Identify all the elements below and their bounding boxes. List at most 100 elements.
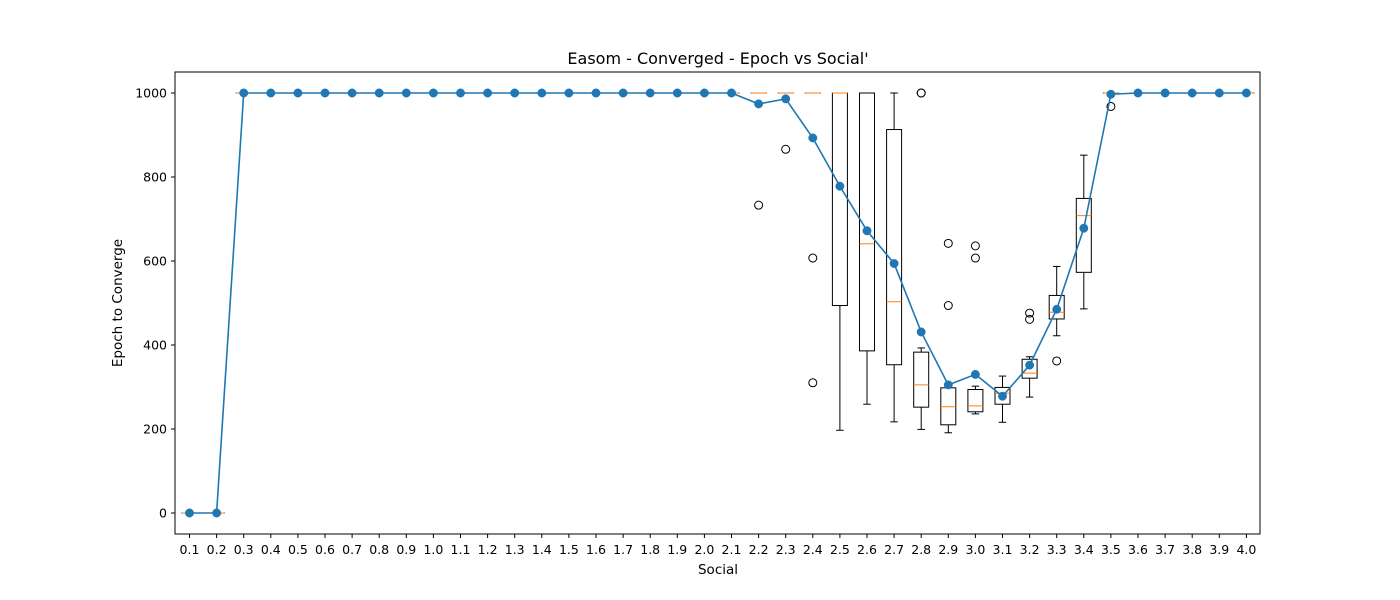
x-tick-label: 3.1 xyxy=(993,542,1013,557)
mean-marker xyxy=(185,508,194,518)
mean-marker xyxy=(347,88,357,98)
x-tick-label: 2.5 xyxy=(830,542,850,557)
box-flier xyxy=(943,301,953,311)
box-flier xyxy=(808,378,818,388)
x-tick-label: 3.8 xyxy=(1182,542,1202,557)
x-tick-label: 3.0 xyxy=(965,542,985,557)
y-tick-label: 200 xyxy=(143,422,167,437)
box-flier xyxy=(970,241,980,251)
box-iqr xyxy=(859,92,875,352)
mean-marker xyxy=(781,94,791,104)
box-flier xyxy=(916,88,926,98)
mean-marker xyxy=(862,226,872,236)
mean-marker xyxy=(239,88,249,98)
boxplot-2.6 xyxy=(859,92,875,405)
x-tick-label: 0.9 xyxy=(396,542,416,557)
box-flier xyxy=(781,144,791,154)
mean-marker xyxy=(320,88,330,98)
y-tick-label: 1000 xyxy=(135,86,167,101)
x-tick-label: 2.3 xyxy=(776,542,796,557)
mean-marker xyxy=(618,88,628,98)
x-tick-label: 2.1 xyxy=(722,542,742,557)
x-tick-label: 1.7 xyxy=(613,542,633,557)
box-flier xyxy=(1025,314,1035,324)
boxplot-2.8 xyxy=(913,88,930,430)
x-tick-label: 2.9 xyxy=(938,542,958,557)
box-iqr xyxy=(886,129,903,366)
mean-marker xyxy=(456,88,465,98)
mean-marker xyxy=(428,88,438,98)
mean-marker xyxy=(1160,88,1170,98)
x-tick-label: 3.7 xyxy=(1155,542,1175,557)
mean-marker xyxy=(1079,223,1089,233)
mean-marker xyxy=(1133,88,1143,98)
box-flier xyxy=(1106,101,1116,111)
box-iqr xyxy=(1021,358,1038,379)
x-tick-label: 4.0 xyxy=(1236,542,1256,557)
axes-frame xyxy=(174,71,1261,535)
mean-marker xyxy=(266,88,276,98)
mean-marker xyxy=(401,88,411,98)
x-tick-label: 1.5 xyxy=(559,542,579,557)
mean-marker xyxy=(645,88,655,98)
mean-marker xyxy=(727,88,736,98)
plot-area xyxy=(181,88,1255,518)
x-axis-label: Social xyxy=(698,562,738,578)
mean-marker xyxy=(374,88,384,98)
x-tick-label: 1.6 xyxy=(586,542,606,557)
box-iqr xyxy=(994,386,1011,405)
box-iqr xyxy=(913,351,930,408)
mean-marker xyxy=(699,88,709,98)
boxplot-2.4 xyxy=(804,92,821,388)
x-tick-label: 1.3 xyxy=(505,542,525,557)
x-tick-label: 2.7 xyxy=(884,542,904,557)
mean-line xyxy=(189,92,1247,514)
x-tick-label: 0.2 xyxy=(207,542,227,557)
x-tick-label: 2.2 xyxy=(749,542,769,557)
y-axis: 0 200 400 600 800 1000 xyxy=(135,86,175,521)
x-tick-label: 2.6 xyxy=(857,542,877,557)
x-axis: 0.1 0.2 0.3 0.4 0.5 0.6 0.7 0.8 0.9 1.0 1.1 1.2 1.3 1… xyxy=(180,534,1256,557)
mean-marker xyxy=(1241,88,1251,98)
x-tick-label: 0.3 xyxy=(234,542,254,557)
mean-marker xyxy=(754,99,764,109)
mean-marker xyxy=(591,88,601,98)
chart-title: Easom - Converged - Epoch vs Social' xyxy=(567,49,868,68)
mean-marker xyxy=(1187,88,1197,98)
x-tick-label: 1.2 xyxy=(478,542,498,557)
y-tick-label: 800 xyxy=(143,170,167,185)
box-iqr xyxy=(967,389,984,413)
mean-marker xyxy=(943,380,953,390)
x-tick-label: 3.4 xyxy=(1074,542,1094,557)
mean-marker xyxy=(889,259,899,268)
mean-marker xyxy=(564,88,574,98)
x-tick-label: 1.0 xyxy=(423,542,443,557)
mean-marker xyxy=(998,391,1007,401)
boxplot-3.2 xyxy=(1021,308,1038,398)
mean-marker xyxy=(293,88,303,98)
mean-marker xyxy=(1052,304,1062,314)
mean-marker xyxy=(510,88,520,98)
x-tick-label: 3.5 xyxy=(1101,542,1121,557)
mean-marker xyxy=(672,88,682,98)
box-flier xyxy=(970,253,980,263)
box-flier xyxy=(943,238,953,248)
mean-marker xyxy=(1025,360,1035,370)
x-tick-label: 2.8 xyxy=(911,542,931,557)
x-tick-label: 3.6 xyxy=(1128,542,1148,557)
x-tick-label: 0.4 xyxy=(261,542,281,557)
x-tick-label: 0.8 xyxy=(369,542,389,557)
mean-marker xyxy=(808,133,818,143)
y-tick-label: 600 xyxy=(143,254,167,269)
box-iqr xyxy=(1075,197,1092,273)
boxplot-2.7 xyxy=(886,92,903,423)
x-tick-label: 2.0 xyxy=(694,542,714,557)
boxplot-3.4 xyxy=(1075,154,1092,310)
y-tick-label: 0 xyxy=(159,506,167,521)
x-tick-label: 1.9 xyxy=(667,542,687,557)
x-tick-label: 3.2 xyxy=(1020,542,1040,557)
box-flier xyxy=(808,253,818,263)
mean-marker xyxy=(483,88,493,98)
